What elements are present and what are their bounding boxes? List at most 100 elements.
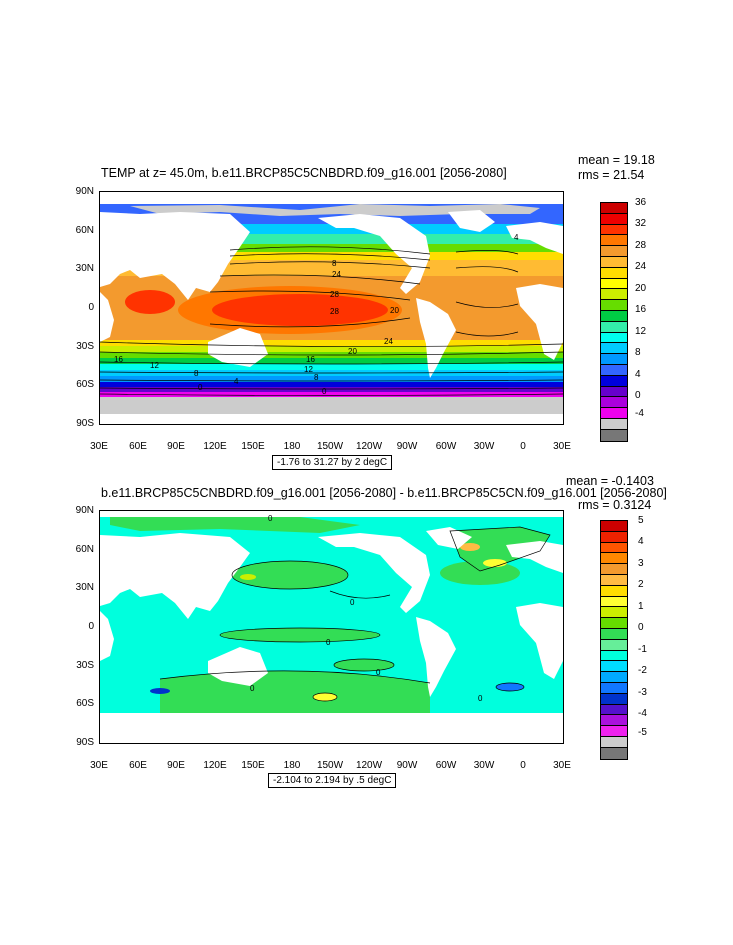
p2-clabel: 0 xyxy=(250,684,255,693)
p1-clabel: 12 xyxy=(150,361,159,370)
p1-cbar-label: 0 xyxy=(635,390,641,401)
p2-natl-green xyxy=(450,527,550,571)
p2-colorbar-swatch xyxy=(601,564,627,575)
p2-lat-label: 90S xyxy=(76,737,94,748)
p1-band-n1 xyxy=(100,224,563,234)
p1-lon-label: 60W xyxy=(435,441,457,452)
p2-land-africa-east xyxy=(100,611,114,661)
p2-lat-label: 60S xyxy=(76,698,94,709)
p1-clabel: 16 xyxy=(114,355,123,364)
panel2-title: b.e11.BRCP85C5CNBDRD.f09_g16.001 [2056-2… xyxy=(101,486,667,500)
p2-cbar-label: -5 xyxy=(638,727,647,738)
panel1-map: 24 28 28 20 24 16 20 16 12 12 8 8 4 0 0 … xyxy=(99,191,564,425)
p1-lon-label: 30E xyxy=(553,441,571,452)
p1-cbar-label: 4 xyxy=(635,369,641,380)
p1-arctic-ice xyxy=(130,204,540,216)
p2-arctic-green xyxy=(110,517,360,533)
p1-colorbar-swatch xyxy=(601,300,627,311)
p1-land-africa-west xyxy=(516,284,563,360)
p2-lon-label: 150W xyxy=(316,760,344,771)
p2-colorbar-swatch xyxy=(601,650,627,662)
p2-colorbar-swatch xyxy=(601,682,627,694)
p1-contour-labels: 24 28 28 20 24 16 20 16 12 12 8 8 4 0 0 … xyxy=(114,233,519,396)
p2-lon-label: 30E xyxy=(553,760,571,771)
p2-colorbar-swatch xyxy=(601,628,627,640)
p2-colorbar-swatch xyxy=(601,596,627,608)
p1-lon-label: 30E xyxy=(90,441,108,452)
p2-cbar-label: 2 xyxy=(638,579,644,590)
p2-colorbar-swatch xyxy=(601,726,627,737)
p1-indian-warm xyxy=(125,290,175,314)
p1-lat-label: 0 xyxy=(88,302,94,313)
p1-bottom-blank xyxy=(100,414,563,424)
p2-lon-label: 120E xyxy=(203,760,227,771)
p1-land-africa-east xyxy=(100,292,114,342)
panel1-map-svg: 24 28 28 20 24 16 20 16 12 12 8 8 4 0 0 … xyxy=(100,192,563,424)
p1-cbar-label: 24 xyxy=(635,261,647,272)
p2-colorbar-swatch xyxy=(601,672,627,683)
p2-clabel: 0 xyxy=(268,514,273,523)
p2-colorbar-swatch xyxy=(601,736,627,748)
p1-colorbar-swatch xyxy=(601,408,627,419)
p2-npac-green xyxy=(232,561,348,589)
p1-lon-label: 150W xyxy=(316,441,344,452)
p2-colorbar-swatch xyxy=(601,661,627,673)
p2-lon-label: 30E xyxy=(90,760,108,771)
p1-colorbar-swatch xyxy=(601,278,627,290)
p1-lon-label: 120W xyxy=(355,441,383,452)
p1-colorbar-swatch xyxy=(601,375,627,387)
p2-land-australia xyxy=(208,647,268,686)
p2-coldspot-2 xyxy=(150,688,170,694)
p2-colorbar-swatch xyxy=(601,521,627,532)
p2-colorbar-swatch xyxy=(601,531,627,543)
p2-land-greenland xyxy=(426,527,472,549)
p2-colorbar-swatch xyxy=(601,715,627,727)
p2-lon-label: 150E xyxy=(241,760,265,771)
p1-clabel: 8 xyxy=(194,369,199,378)
p1-contours xyxy=(100,246,563,396)
panel2-map: 0 0 0 0 0 0 xyxy=(99,510,564,744)
p1-clabel: 12 xyxy=(304,365,313,374)
p1-band-s7 xyxy=(100,376,563,382)
p1-lon-label: 90E xyxy=(167,441,185,452)
p1-clabel: 0 xyxy=(322,387,327,396)
p2-colorbar-swatch xyxy=(601,639,627,651)
p2-land-n-america xyxy=(318,533,430,613)
p2-colorbar-segments xyxy=(601,521,627,759)
p1-colorbar-swatch xyxy=(601,343,627,355)
p1-clabel: 4 xyxy=(234,377,239,386)
p1-lon-label: 180 xyxy=(283,441,301,452)
p1-land-n-america xyxy=(318,214,430,294)
p1-colorbar-swatch xyxy=(601,429,627,441)
p1-band-s2 xyxy=(100,346,563,352)
p1-cbar-label: -4 xyxy=(635,408,644,419)
p2-clabel: 0 xyxy=(478,694,483,703)
p1-band-n2 xyxy=(100,234,563,244)
p2-land-s-america xyxy=(416,617,456,697)
p1-cbar-label: 12 xyxy=(635,326,647,337)
p2-hotspot-npac xyxy=(240,574,256,580)
p1-colorbar-swatch xyxy=(601,267,627,279)
p1-cbar-label: 16 xyxy=(635,304,647,315)
p1-top-blank xyxy=(100,192,563,204)
p1-land-europe xyxy=(506,222,563,254)
p1-clabel: 20 xyxy=(348,347,357,356)
p2-cbar-label: -2 xyxy=(638,665,647,676)
p1-colorbar-swatch xyxy=(601,213,627,225)
p1-colorbar-swatch xyxy=(601,224,627,236)
p2-colorbar-swatch xyxy=(601,618,627,629)
p2-cbar-label: 5 xyxy=(638,515,644,526)
p1-range-info: -1.76 to 31.27 by 2 degC xyxy=(272,455,393,470)
p1-lon-label: 90W xyxy=(396,441,418,452)
p1-colorbar-segments xyxy=(601,203,627,441)
p1-clabel: 8 xyxy=(314,373,319,382)
p1-lon-label: 150E xyxy=(241,441,265,452)
p1-lon-label: 120E xyxy=(203,441,227,452)
p1-band-n3 xyxy=(100,244,563,252)
p2-lat-label: 30S xyxy=(76,660,94,671)
p1-band-s5 xyxy=(100,364,563,370)
p1-band-s9 xyxy=(100,387,563,392)
p2-cbar-label: -1 xyxy=(638,644,647,655)
p1-land-greenland xyxy=(448,210,495,232)
p1-land-s-america xyxy=(416,298,456,378)
